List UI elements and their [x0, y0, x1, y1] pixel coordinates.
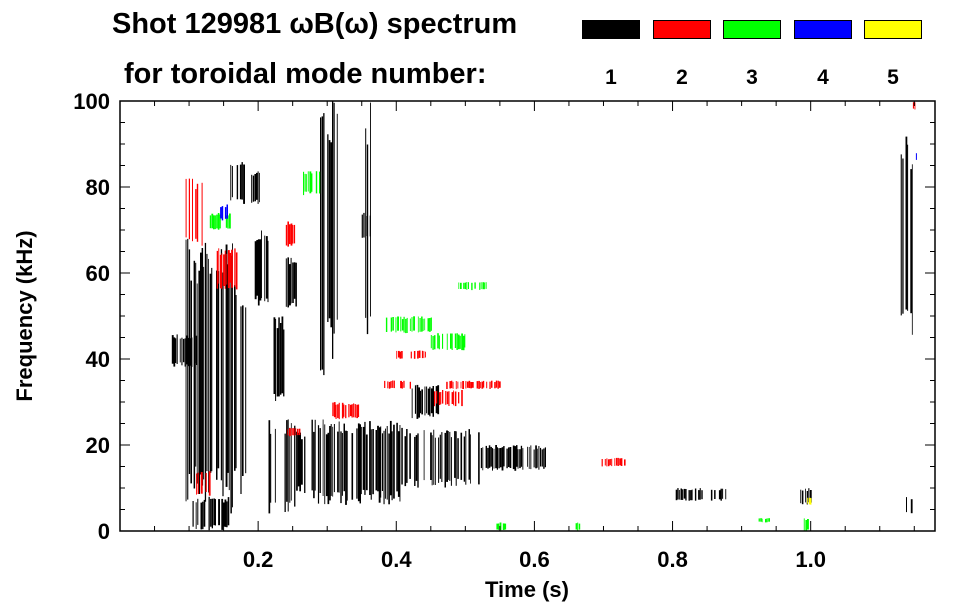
x-tick-label: 1.0 — [795, 547, 826, 572]
mode-1-region-3 — [192, 496, 230, 531]
mode-3-region-5 — [458, 282, 487, 291]
mode-4-region-2 — [915, 153, 917, 160]
mode-1-region-10 — [296, 431, 306, 493]
mode-1-region-7 — [254, 230, 269, 306]
mode-1-region-16 — [365, 102, 371, 335]
mode-1-region-9 — [273, 316, 285, 401]
x-axis-label: Time (s) — [485, 577, 569, 602]
x-tick-label: 0.6 — [519, 547, 550, 572]
mode-1-region-20 — [675, 488, 727, 501]
mode-1-region-12 — [311, 419, 401, 505]
mode-1-region-8 — [268, 419, 296, 514]
axis-ticks — [120, 100, 935, 532]
mode-1-region-14 — [327, 101, 338, 359]
mode-3-region-8 — [758, 518, 770, 523]
mode-1-region-4 — [234, 285, 247, 494]
x-tick-label: 0.8 — [657, 547, 688, 572]
legend-swatch-mode-2 — [653, 20, 711, 39]
x-tick-label: 0.2 — [243, 547, 274, 572]
mode-3-region-4 — [430, 333, 466, 351]
mode-2-region-4 — [287, 427, 301, 437]
y-tick-label: 40 — [86, 347, 110, 372]
mode-5-region-1 — [807, 497, 812, 505]
mode-2-region-2 — [216, 248, 238, 290]
mode-4-region-1 — [220, 204, 228, 221]
mode-1-region-13 — [320, 113, 325, 376]
mode-2-region-6 — [332, 402, 360, 420]
y-tick-label: 20 — [86, 433, 110, 458]
mode-1-region-2 — [185, 238, 233, 514]
spectrogram-data — [171, 101, 917, 531]
mode-3-region-6 — [496, 522, 507, 531]
mode-1-region-5 — [230, 162, 245, 204]
mode-2-region-1 — [185, 178, 203, 246]
legend-label-mode-4: 4 — [817, 66, 829, 89]
legend-swatch-mode-1 — [582, 20, 640, 39]
mode-3-region-7 — [575, 522, 581, 531]
legend-label-mode-3: 3 — [746, 66, 758, 89]
y-tick-label: 60 — [86, 261, 110, 286]
mode-1-region-11 — [285, 257, 297, 308]
mode-2-region-8 — [396, 350, 426, 359]
legend-title: for toroidal mode number: — [124, 58, 487, 90]
mode-3-region-3 — [385, 316, 432, 334]
plot-frame — [119, 100, 936, 532]
mode-2-region-12 — [912, 102, 916, 110]
mode-1-region-19 — [480, 445, 546, 471]
y-tick-label: 0 — [98, 519, 110, 544]
mode-2-region-3 — [196, 471, 211, 496]
y-axis-label: Frequency (kHz) — [12, 230, 37, 401]
legend-label-mode-2: 2 — [676, 66, 688, 89]
mode-2-region-5 — [285, 221, 296, 247]
legend-swatch-mode-3 — [723, 20, 781, 39]
mode-2-region-10 — [446, 380, 501, 390]
mode-1-region-15 — [361, 212, 371, 238]
x-tick-label: 0.4 — [381, 547, 412, 572]
y-tick-label: 80 — [86, 175, 110, 200]
mode-3-region-2 — [303, 171, 321, 196]
mode-2-region-11 — [601, 457, 626, 467]
legend-label-mode-1: 1 — [605, 66, 617, 89]
mode-2-region-7 — [384, 380, 411, 389]
mode-1-region-17 — [401, 427, 480, 488]
mode-3-region-9 — [803, 518, 809, 531]
mode-2-region-9 — [434, 390, 463, 407]
chart-title: Shot 129981 ωB(ω) spectrum — [112, 8, 518, 40]
mode-1-region-21 — [800, 488, 812, 505]
tick-labels: 0.2 0.4 0.6 0.8 1.0 0 20 40 60 80 100 — [73, 89, 826, 572]
y-tick-label: 100 — [73, 89, 110, 114]
legend-label-mode-5: 5 — [887, 66, 899, 89]
legend-swatch-mode-4 — [794, 20, 852, 39]
legend-swatch-mode-5 — [864, 20, 922, 39]
mode-1-region-23 — [906, 497, 913, 514]
mode-1-region-22 — [900, 136, 913, 335]
mode-1-region-6 — [251, 171, 260, 204]
mode-3-region-1 — [209, 213, 231, 230]
